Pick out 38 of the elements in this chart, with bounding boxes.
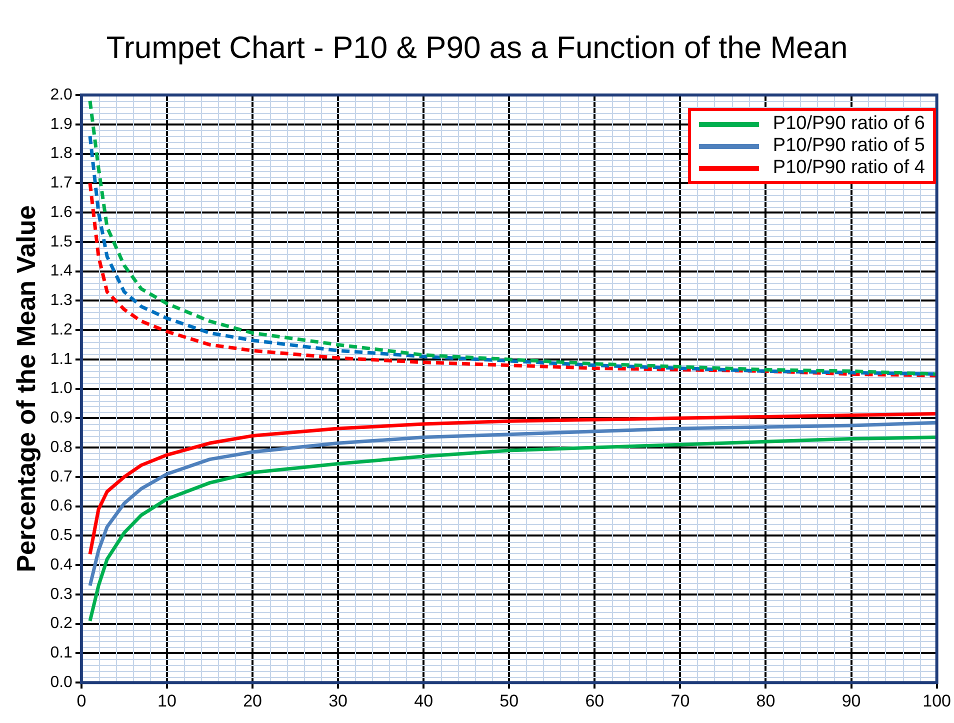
y-tick-label: 1.5 bbox=[50, 233, 73, 250]
x-tick-label: 50 bbox=[500, 691, 519, 710]
y-tick-label: 0.4 bbox=[50, 556, 73, 574]
line-series bbox=[88, 181, 937, 378]
y-tick-label: 1.7 bbox=[50, 174, 73, 192]
y-tick-label: 0.5 bbox=[50, 527, 73, 544]
y-tick-label: 0.2 bbox=[50, 615, 73, 632]
y-tick-label: 1.3 bbox=[50, 292, 73, 310]
y-tick-label: 0.3 bbox=[50, 586, 73, 603]
x-tick-label: 30 bbox=[328, 691, 348, 710]
y-tick-label: 0.8 bbox=[50, 438, 73, 456]
x-tick-label: 10 bbox=[158, 691, 176, 710]
y-tick-label: 1.4 bbox=[50, 262, 73, 280]
x-tick-label: 40 bbox=[414, 691, 434, 710]
x-tick-label: 70 bbox=[670, 691, 690, 710]
x-tick-label: 20 bbox=[243, 691, 262, 710]
y-axis-title: Percentage of the Mean Value bbox=[10, 205, 41, 572]
y-tick-label: 0.7 bbox=[50, 468, 73, 486]
x-tick-label: 100 bbox=[922, 691, 952, 710]
x-tick-label: 80 bbox=[756, 691, 776, 710]
y-tick-label: 0.0 bbox=[50, 674, 73, 692]
y-tick-label: 1.6 bbox=[50, 204, 73, 221]
y-tick-label: 0.6 bbox=[50, 498, 73, 515]
legend-label: P10/P90 ratio of 4 bbox=[772, 157, 925, 179]
legend-label: P10/P90 ratio of 6 bbox=[772, 113, 925, 135]
x-tick-label: 60 bbox=[585, 691, 604, 710]
x-tick-label: 90 bbox=[842, 691, 861, 710]
chart-title: Trumpet Chart - P10 & P90 as a Function of the Mean bbox=[105, 30, 849, 66]
y-tick-label: 2.0 bbox=[50, 86, 73, 104]
y-tick-label: 0.1 bbox=[50, 644, 73, 662]
legend-label: P10/P90 ratio of 5 bbox=[772, 135, 925, 157]
y-tick-label: 0.9 bbox=[50, 410, 73, 427]
y-tick-label: 1.2 bbox=[50, 321, 73, 338]
y-tick-label: 1.1 bbox=[50, 350, 73, 368]
y-tick-label: 1.8 bbox=[50, 145, 73, 162]
x-tick-label: 0 bbox=[76, 691, 86, 710]
y-tick-label: 1.0 bbox=[50, 380, 73, 398]
y-tick-label: 1.9 bbox=[50, 116, 73, 133]
